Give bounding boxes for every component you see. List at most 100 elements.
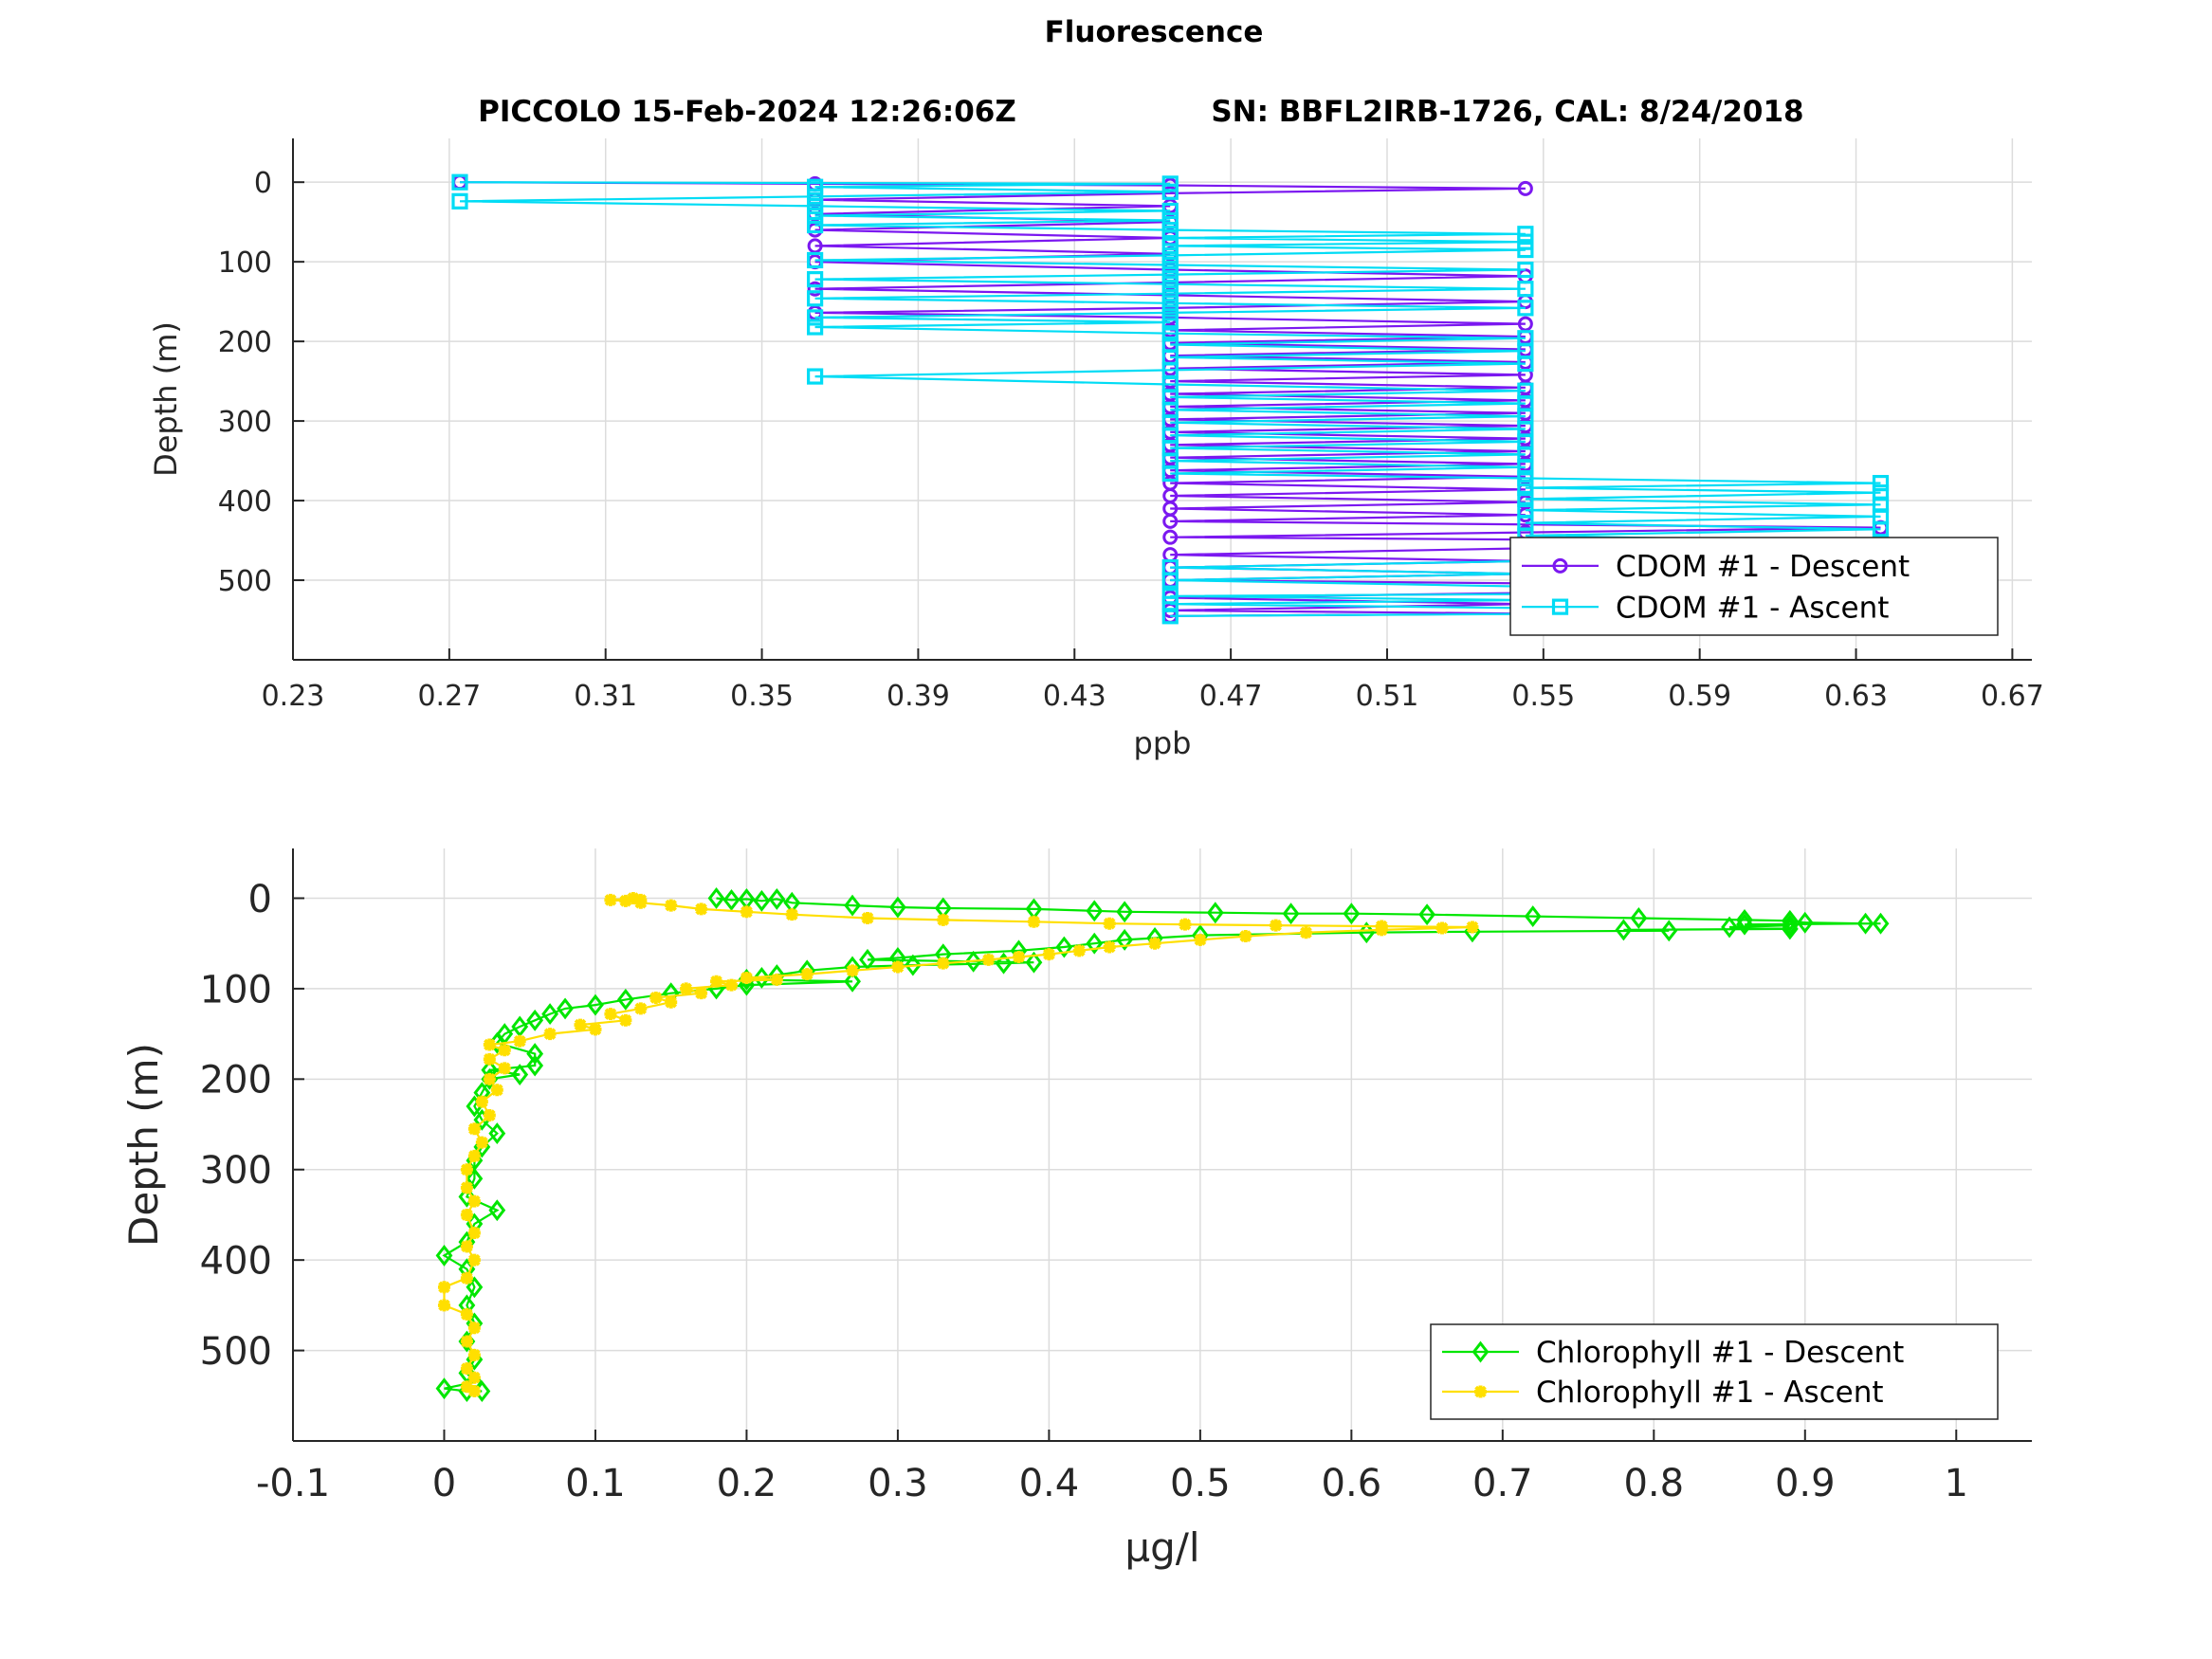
data-point <box>753 889 771 912</box>
legend-marker <box>1551 598 1569 615</box>
data-point <box>467 1149 481 1162</box>
data-point <box>1161 256 1179 274</box>
data-point <box>511 1064 529 1085</box>
data-point <box>1116 928 1134 951</box>
series-line <box>459 181 1881 617</box>
y-axis-label: Depth (m) <box>148 321 184 477</box>
y-tick-label: 200 <box>200 1059 272 1103</box>
x-tick-label: 0.67 <box>1981 680 2044 713</box>
cdom-panel: 0.23 0.27 0.31 0.35 0.39 0.43 0.47 0.51 0.55 0.59… <box>148 138 2044 761</box>
x-tick-label: 0.55 <box>1511 680 1575 713</box>
data-point <box>695 902 708 916</box>
data-point <box>1206 902 1224 924</box>
x-tick-label: -0.1 <box>256 1462 330 1505</box>
data-point <box>1162 529 1179 545</box>
data-point <box>1517 300 1534 317</box>
plot-area <box>435 887 1890 1402</box>
data-point <box>475 1136 488 1149</box>
data-point <box>1435 921 1449 935</box>
legend: Chlorophyll #1 - Descent Chlorophyll #1 -… <box>1430 1323 1999 1420</box>
x-tick-label: 0.8 <box>1623 1462 1684 1505</box>
series-chlorophyll-1-ascent <box>437 891 1479 1398</box>
data-point <box>488 1199 506 1222</box>
data-point <box>722 888 740 911</box>
data-point <box>1856 912 1874 935</box>
data-point <box>1517 469 1534 487</box>
data-point <box>483 1052 496 1066</box>
data-point <box>1300 926 1312 939</box>
data-point <box>1517 261 1534 279</box>
legend-box <box>1430 1323 1999 1420</box>
data-point <box>460 1307 473 1321</box>
data-point <box>1872 912 1890 935</box>
data-point <box>1161 202 1179 220</box>
data-point <box>1517 180 1533 196</box>
figure-subtitle-left: PICCOLO 15-Feb-2024 12:26:06Z <box>478 95 1016 129</box>
series-line <box>443 897 1472 1393</box>
data-point <box>1161 558 1179 576</box>
data-point <box>1781 909 1799 932</box>
data-point <box>785 908 798 921</box>
data-point <box>807 188 824 205</box>
y-tick-label: 0 <box>248 878 272 921</box>
data-point <box>483 1072 496 1085</box>
data-point <box>467 1227 481 1240</box>
data-point <box>1161 221 1179 239</box>
data-point <box>460 1163 473 1176</box>
x-tick-label: 0.7 <box>1472 1462 1533 1505</box>
data-point <box>1796 911 1814 934</box>
data-point <box>604 1008 617 1021</box>
data-point <box>1161 285 1179 302</box>
data-point <box>1630 907 1648 929</box>
data-point <box>1103 940 1116 954</box>
data-point <box>1781 918 1799 940</box>
data-point <box>770 973 783 986</box>
data-point <box>807 207 824 225</box>
x-tick-label: 0.5 <box>1170 1462 1231 1505</box>
data-point <box>861 911 874 924</box>
data-point <box>807 290 824 307</box>
legend-marker <box>1474 1385 1487 1398</box>
y-tick-label: 500 <box>200 1330 272 1374</box>
y-tick-label: 300 <box>200 1149 272 1193</box>
data-point <box>490 1084 503 1097</box>
y-tick-label: 400 <box>218 485 272 519</box>
y-axis-label: Depth (m) <box>120 1043 167 1247</box>
data-point <box>1872 474 1890 492</box>
data-point <box>467 1371 481 1384</box>
data-point <box>488 1122 506 1145</box>
data-point <box>467 1322 481 1335</box>
data-point <box>740 971 753 984</box>
data-point <box>467 1122 481 1136</box>
data-point <box>800 968 814 981</box>
data-point <box>1517 281 1534 298</box>
data-point <box>1517 501 1534 519</box>
data-point <box>1025 951 1043 974</box>
data-point <box>483 1108 496 1121</box>
data-point <box>1161 588 1179 605</box>
data-point <box>627 891 640 904</box>
legend-box <box>1509 537 1999 636</box>
data-point <box>1517 330 1534 347</box>
data-point <box>1161 211 1179 229</box>
data-point <box>1343 902 1361 925</box>
data-point <box>695 987 708 1000</box>
data-point <box>1517 490 1534 507</box>
data-point <box>526 1054 544 1077</box>
data-point <box>1239 930 1252 943</box>
data-point <box>710 975 723 988</box>
data-point <box>513 1034 526 1048</box>
data-point <box>707 887 725 909</box>
x-tick-label: 0.35 <box>730 680 794 713</box>
data-point <box>574 1018 587 1031</box>
y-tick-label: 100 <box>200 968 272 1012</box>
data-point <box>844 970 861 993</box>
data-point <box>846 964 859 977</box>
data-point <box>498 1044 511 1057</box>
data-point <box>467 1194 481 1208</box>
x-axis-label: µg/l <box>1124 1524 1199 1571</box>
data-point <box>1072 944 1086 957</box>
data-point <box>587 994 604 1016</box>
data-point <box>1161 314 1179 331</box>
